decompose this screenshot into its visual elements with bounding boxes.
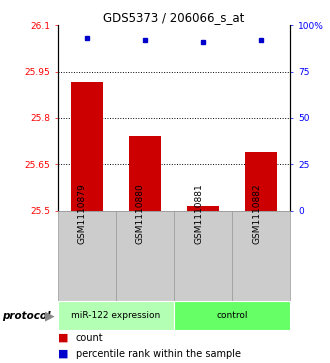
Bar	[58, 211, 116, 301]
Text: miR-122 expression: miR-122 expression	[71, 311, 160, 320]
Bar	[187, 206, 219, 211]
Bar	[58, 301, 174, 330]
Text: ▶: ▶	[45, 309, 54, 322]
Bar	[174, 211, 232, 301]
Text: ■: ■	[58, 349, 68, 359]
Bar	[232, 211, 290, 301]
Bar	[129, 136, 161, 211]
Text: protocol: protocol	[2, 311, 50, 321]
Bar	[71, 82, 103, 211]
Text: ■: ■	[58, 333, 68, 343]
Text: GSM1110879: GSM1110879	[78, 183, 87, 244]
Text: GSM1110881: GSM1110881	[194, 183, 203, 244]
Text: control: control	[216, 311, 248, 320]
Bar	[174, 301, 290, 330]
Text: GSM1110880: GSM1110880	[136, 183, 145, 244]
Bar	[245, 152, 277, 211]
Text: count: count	[76, 333, 104, 343]
Text: GSM1110882: GSM1110882	[252, 183, 261, 244]
Title: GDS5373 / 206066_s_at: GDS5373 / 206066_s_at	[103, 11, 245, 24]
Text: percentile rank within the sample: percentile rank within the sample	[76, 349, 241, 359]
Bar	[116, 211, 174, 301]
